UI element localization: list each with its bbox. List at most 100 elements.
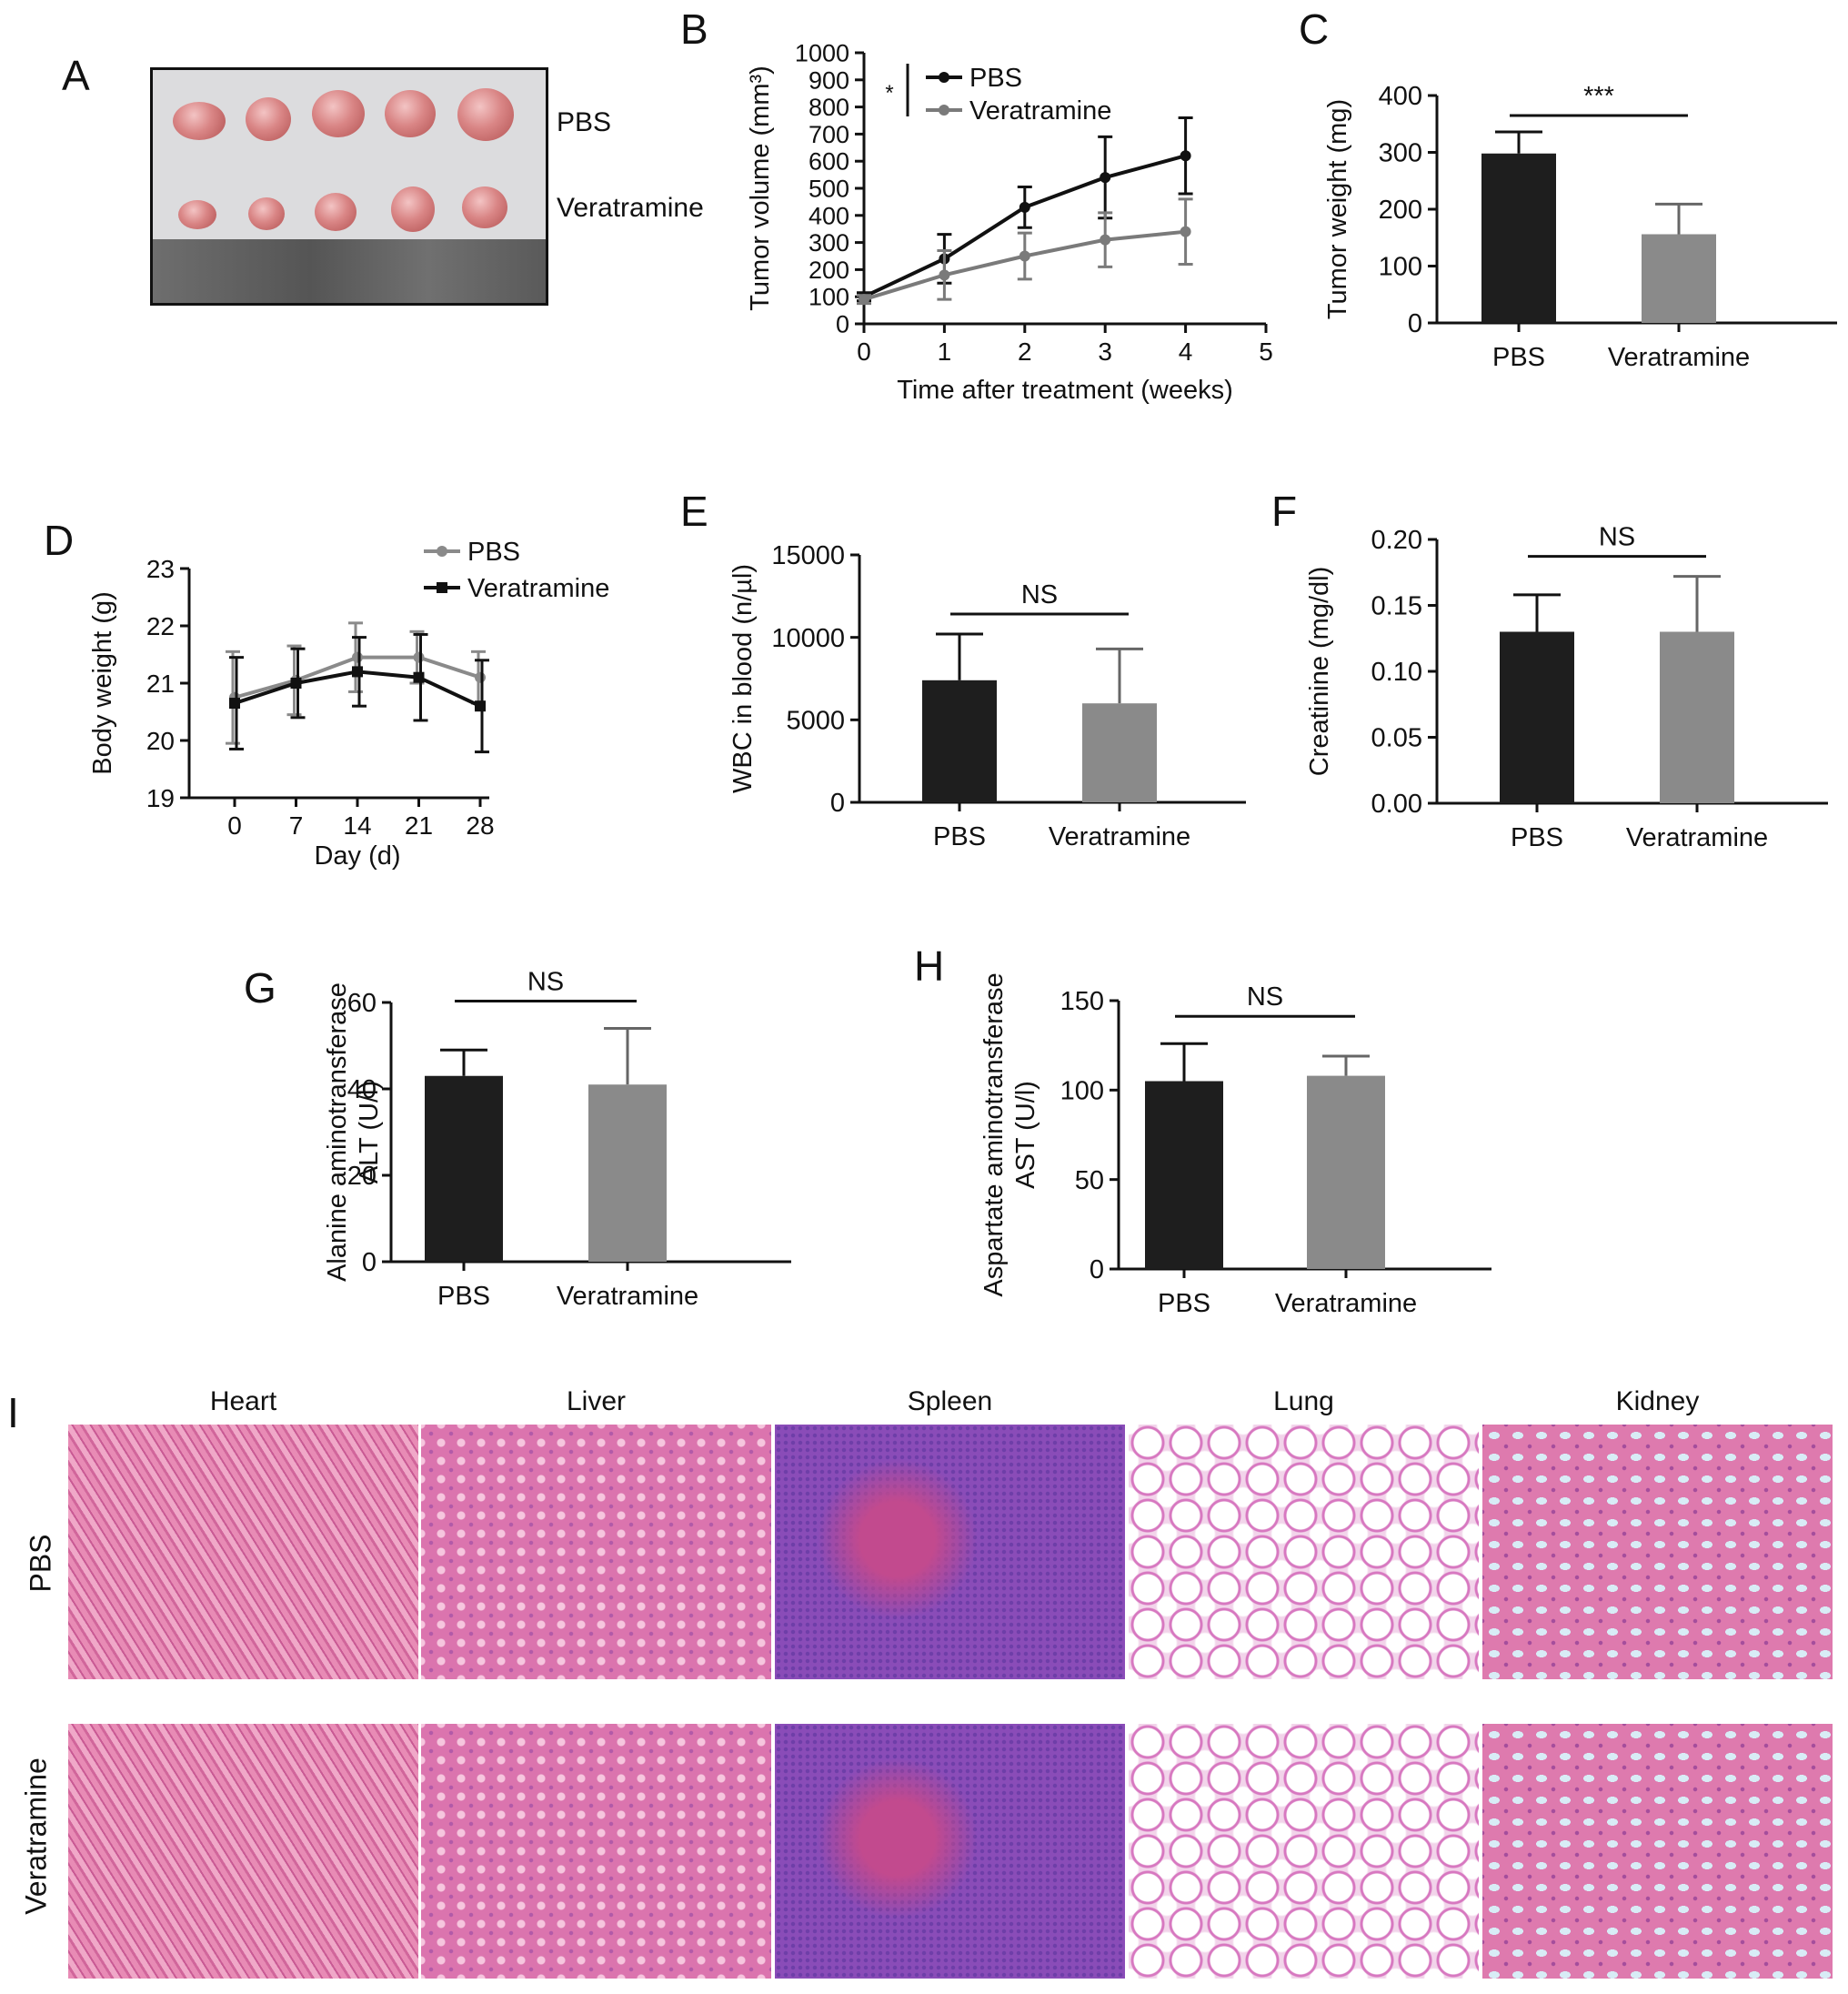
data-point-veratramine bbox=[352, 666, 363, 678]
y-tick-label: 40 bbox=[347, 1075, 377, 1104]
panel-label: D bbox=[44, 517, 74, 564]
chart-f: F 0.00 0.05 0.10 0.15 0.20 Creatinine (mg/dl) P… bbox=[1271, 488, 1828, 852]
panel-label: G bbox=[244, 964, 276, 1012]
y-tick-label: 1000 bbox=[795, 39, 849, 66]
y-tick-label: 0 bbox=[1408, 309, 1422, 338]
significance-label: NS bbox=[1247, 982, 1283, 1012]
y-tick-label: 300 bbox=[1379, 139, 1422, 168]
y-tick-label: 100 bbox=[808, 284, 849, 311]
y-tick-label: 5000 bbox=[786, 706, 845, 735]
histology-heart-veratramine bbox=[68, 1724, 418, 1979]
y-axis-label: Tumor volume (mm³) bbox=[746, 65, 775, 311]
y-axis-label: Tumor weight (mg) bbox=[1323, 99, 1352, 319]
y-tick-label: 19 bbox=[146, 784, 175, 812]
tumor-vera-2 bbox=[248, 197, 285, 230]
y-axis-label: ALT (U/l) bbox=[355, 1081, 384, 1183]
y-axis-label: Creatinine (mg/dl) bbox=[1305, 567, 1334, 776]
bar-pbs bbox=[425, 1075, 503, 1262]
y-tick-label: 200 bbox=[808, 257, 849, 284]
y-tick-label: 0.00 bbox=[1371, 790, 1422, 819]
y-tick-label: 600 bbox=[808, 148, 849, 176]
legend-marker-veratramine bbox=[437, 582, 447, 593]
y-tick-label: 0 bbox=[836, 310, 849, 337]
y-axis-label: Alanine aminotransferase bbox=[323, 982, 352, 1282]
data-point-veratramine bbox=[413, 671, 425, 683]
row-label-veratramine: Veratramine bbox=[19, 1757, 53, 1915]
histology-heart-pbs bbox=[68, 1425, 418, 1679]
y-tick-label: 0 bbox=[1090, 1255, 1104, 1284]
panel-g: G 0 20 40 60 Alanine aminotransferase ALT (U/l… bbox=[236, 946, 819, 1337]
y-tick-label: 10000 bbox=[771, 624, 845, 653]
panel-label-a: A bbox=[62, 52, 90, 99]
y-tick-label: 20 bbox=[146, 727, 175, 755]
y-tick-label: 100 bbox=[1379, 253, 1422, 282]
panel-h: H 0 50 100 150 Aspartate aminotransferase AST … bbox=[900, 919, 1501, 1337]
x-tick-label: 0 bbox=[857, 337, 871, 366]
y-tick-label: 0 bbox=[830, 789, 845, 818]
histology-kidney-pbs bbox=[1482, 1425, 1833, 1679]
y-tick-label: 15000 bbox=[771, 541, 845, 570]
data-point-pbs bbox=[352, 651, 363, 663]
x-tick-label: 28 bbox=[466, 811, 494, 840]
panel-d: D 19 20 21 22 23 Body weight (g) 0 7 14 21 28 Day (d… bbox=[27, 509, 646, 891]
x-tick-label: PBS bbox=[437, 1282, 490, 1311]
organ-label-spleen: Spleen bbox=[907, 1386, 993, 1416]
tumor-pbs-5 bbox=[457, 88, 514, 141]
y-tick-label: 150 bbox=[1060, 987, 1104, 1016]
x-tick-label: 5 bbox=[1259, 337, 1273, 366]
x-tick-label: PBS bbox=[933, 822, 986, 851]
bar-veratramine bbox=[588, 1084, 667, 1262]
data-point-pbs bbox=[413, 651, 425, 663]
x-tick-label: 21 bbox=[405, 811, 433, 840]
significance-label: NS bbox=[1021, 580, 1058, 609]
chart-e: E 0 5000 10000 15000 WBC in blood (n/µl) PBS Ve… bbox=[680, 488, 1246, 851]
tumor-vera-3 bbox=[315, 193, 357, 231]
x-tick-label: PBS bbox=[1492, 343, 1545, 372]
y-tick-label: 300 bbox=[808, 229, 849, 257]
x-tick-label: Veratramine bbox=[557, 1282, 698, 1311]
panel-b: B 0 100 200 300 400 500 600 700 800 900 1000 Tumor v… bbox=[673, 0, 1291, 428]
significance-label: * bbox=[885, 81, 893, 106]
panel-f: F 0.00 0.05 0.10 0.15 0.20 Creatinine (mg/dl) P… bbox=[1255, 482, 1837, 873]
legend-label-veratramine: Veratramine bbox=[467, 574, 609, 603]
bar-veratramine bbox=[1642, 234, 1716, 323]
data-point-pbs bbox=[1100, 172, 1111, 184]
chart-h: H 0 50 100 150 Aspartate aminotransferase AST … bbox=[914, 942, 1491, 1318]
legend-marker-pbs bbox=[437, 546, 447, 557]
organ-label-heart: Heart bbox=[209, 1386, 277, 1416]
photo-label-pbs: PBS bbox=[557, 107, 612, 137]
tumor-pbs-2 bbox=[246, 97, 291, 141]
y-tick-label: 0.15 bbox=[1371, 592, 1422, 621]
y-tick-label: 50 bbox=[1075, 1166, 1104, 1195]
tumor-vera-4 bbox=[391, 186, 435, 232]
x-tick-label: 4 bbox=[1179, 337, 1193, 366]
panel-label-i: I bbox=[7, 1389, 19, 1436]
bar-pbs bbox=[1145, 1081, 1223, 1269]
y-tick-label: 23 bbox=[146, 555, 175, 583]
y-tick-label: 700 bbox=[808, 121, 849, 148]
histology-liver-pbs bbox=[421, 1425, 771, 1679]
data-point-veratramine bbox=[1019, 250, 1030, 262]
x-tick-label: 0 bbox=[227, 811, 242, 840]
bar-pbs bbox=[922, 680, 997, 802]
legend-label-pbs: PBS bbox=[467, 538, 520, 567]
significance-label: NS bbox=[527, 968, 564, 997]
data-point-pbs bbox=[1019, 201, 1030, 213]
y-tick-label: 22 bbox=[146, 612, 175, 640]
x-tick-label: Veratramine bbox=[1275, 1289, 1417, 1318]
y-tick-label: 200 bbox=[1379, 196, 1422, 225]
organ-label-lung: Lung bbox=[1273, 1386, 1334, 1416]
panel-label: E bbox=[680, 488, 708, 535]
tumor-pbs-4 bbox=[385, 90, 436, 137]
x-tick-label: PBS bbox=[1511, 823, 1563, 852]
legend-marker-pbs bbox=[939, 72, 949, 83]
tumor-pbs-1 bbox=[173, 102, 226, 140]
y-tick-label: 0.05 bbox=[1371, 724, 1422, 753]
panel-label: C bbox=[1299, 5, 1329, 53]
y-axis-label: AST (U/l) bbox=[1011, 1081, 1040, 1189]
histology-lung-pbs bbox=[1129, 1425, 1479, 1679]
x-tick-label: PBS bbox=[1158, 1289, 1210, 1318]
histology-spleen-veratramine bbox=[775, 1724, 1125, 1979]
data-point-veratramine bbox=[859, 294, 869, 306]
